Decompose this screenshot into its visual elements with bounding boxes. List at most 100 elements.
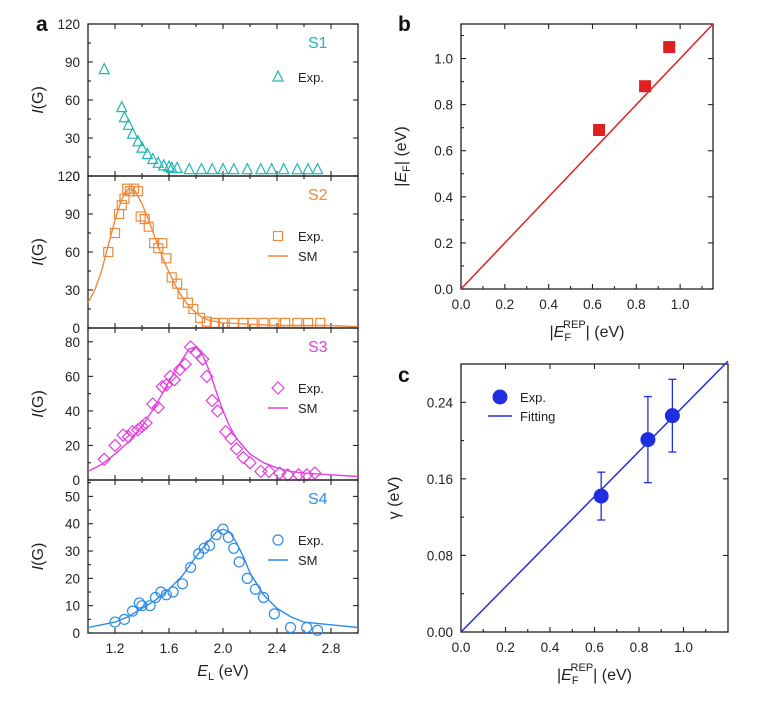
y-tick-label: 0.2 (434, 236, 453, 251)
data-point (131, 134, 144, 147)
y-tick-label: 0.16 (427, 472, 453, 487)
data-point (151, 400, 166, 415)
legend-label: Fitting (520, 409, 555, 424)
data-point (109, 227, 121, 239)
data-point (163, 159, 175, 172)
x-tick-label: 0.6 (583, 297, 602, 312)
data-point (194, 312, 206, 323)
x-tick-label: 0.2 (496, 640, 515, 655)
panel-c: c 0.00 0.08 0.16 0.24 0.0 0.2 0.4 0.6 0.8 1.0 Exp. F… (386, 360, 729, 687)
x-tick-label: 1.6 (160, 641, 179, 656)
y-tick-label: 30 (65, 544, 80, 559)
data-point (257, 591, 270, 604)
data-point (258, 317, 269, 329)
panel-b: b0.00.20.40.60.81.00.0 0.2 0.4 0.6 0.8 1.0|EF… (393, 13, 714, 344)
data-point (126, 605, 139, 617)
data-point (155, 586, 167, 598)
legend-label: Exp. (298, 533, 324, 548)
y-tick-label: 0 (72, 321, 80, 336)
y-tick-label: 0 (72, 473, 80, 488)
legend-label: Exp. (298, 229, 324, 244)
data-point (253, 464, 268, 479)
data-point (125, 424, 140, 439)
data-point (136, 140, 148, 153)
x-axis-label-subscript: L (208, 671, 214, 683)
data-point (639, 80, 652, 93)
y-tick-label: 0 (72, 169, 80, 184)
y-axis-label-symbol: I (30, 109, 47, 114)
y-tick-label: 30 (65, 283, 80, 298)
x-axis-label-subscript: F (572, 675, 579, 687)
panel-label-c: c (398, 364, 410, 387)
panel-a: a0306090120I(G)S1Exp.0306090120I(G)S2Exp… (30, 13, 359, 683)
legend-marker (272, 230, 284, 242)
y-axis-label-symbol: I (30, 413, 47, 418)
subplot-s2: 0 30 60 90 120 I(G) S2 Exp. SM (30, 169, 359, 336)
data-point (272, 466, 287, 480)
legend-label: SM (298, 249, 318, 264)
y-axis-label-subscript: F (401, 165, 413, 172)
y-tick-label: 40 (65, 404, 80, 419)
data-point (108, 438, 122, 453)
data-point (152, 155, 165, 168)
data-point (132, 186, 144, 197)
subplot-s3: 0 20 40 60 80 I(G) S3 Exp. SM (30, 327, 359, 488)
data-point (144, 600, 156, 612)
data-point (103, 246, 114, 258)
data-point (119, 193, 130, 204)
data-point (172, 278, 183, 289)
y-axis-label-unit: | (eV) (393, 126, 410, 165)
data-point (210, 529, 222, 541)
data-point (189, 345, 203, 360)
y-axis-label-unit: (G) (30, 86, 47, 109)
x-axis-label-bar: | (557, 667, 561, 684)
data-point (311, 162, 324, 175)
data-point (217, 162, 229, 175)
data-point (136, 600, 148, 612)
y-tick-label: 0.4 (434, 190, 453, 205)
x-axis-label-unit: (eV) (214, 663, 249, 680)
legend-label: SM (298, 553, 318, 568)
y-tick-label: 90 (65, 207, 80, 222)
data-point (206, 162, 219, 175)
data-point (171, 161, 184, 173)
x-axis-label-unit: | (eV) (586, 324, 625, 341)
data-point (166, 272, 177, 283)
data-point (227, 162, 240, 175)
y-axis-label: I(G) (30, 86, 47, 114)
data-point (126, 126, 139, 139)
y-tick-label: 0.6 (434, 144, 453, 159)
data-point (593, 124, 606, 136)
data-point (135, 419, 149, 434)
sample-label: S1 (308, 35, 328, 52)
data-point (664, 408, 680, 424)
x-axis-label-unit: | (eV) (593, 667, 632, 684)
identity-line (460, 23, 714, 290)
data-point (301, 621, 313, 634)
data-point (188, 303, 199, 315)
y-tick-label: 0.24 (427, 395, 454, 410)
data-point (185, 561, 197, 574)
plot-frame (460, 23, 714, 290)
data-point (302, 162, 315, 175)
x-axis-label-superscript: REP (563, 319, 586, 331)
y-axis-label: γ (eV) (386, 477, 403, 520)
panel-label-b: b (398, 13, 411, 36)
x-axis-label-superscript: REP (571, 662, 594, 674)
y-axis-label-text: γ (eV) (386, 477, 403, 520)
panel-label-a: a (36, 13, 48, 36)
y-tick-label: 0.0 (434, 282, 453, 297)
data-point (145, 397, 160, 411)
data-point (183, 162, 196, 175)
y-tick-label: 90 (65, 55, 80, 70)
data-point (280, 467, 295, 482)
x-tick-label: 0.6 (585, 640, 604, 655)
data-point (177, 288, 188, 299)
x-tick-label: 0.0 (452, 640, 471, 655)
y-axis-label-unit: (G) (30, 238, 47, 261)
y-tick-label: 120 (57, 17, 80, 32)
y-axis-label: I(G) (30, 238, 47, 266)
data-point (161, 253, 172, 264)
data-point (116, 428, 130, 442)
y-tick-label: 0.8 (434, 98, 453, 113)
